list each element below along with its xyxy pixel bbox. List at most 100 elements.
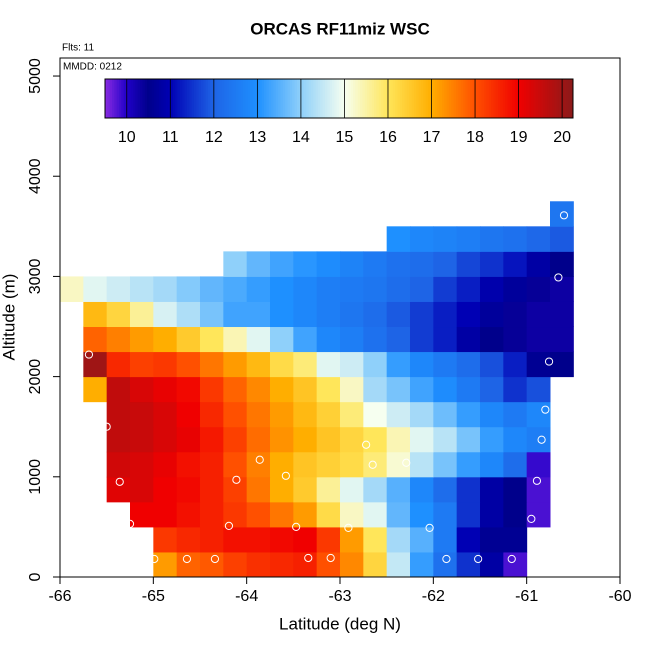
heat-cell bbox=[410, 426, 434, 453]
flight-point bbox=[232, 475, 241, 484]
colorbar-swatch bbox=[156, 79, 160, 118]
colorbar-swatch bbox=[233, 79, 237, 118]
x-tick-label: -65 bbox=[142, 588, 165, 605]
colorbar-swatch bbox=[149, 79, 153, 118]
colorbar-swatch bbox=[324, 79, 328, 118]
flight-point bbox=[115, 477, 124, 486]
flight-point bbox=[541, 405, 550, 414]
heat-cell bbox=[246, 301, 271, 328]
heat-cell bbox=[410, 301, 434, 328]
colorbar-swatch bbox=[200, 79, 204, 118]
heat-cell bbox=[316, 326, 341, 353]
heat-cell bbox=[106, 376, 131, 403]
colorbar-swatch bbox=[411, 79, 415, 118]
heat-cell bbox=[526, 501, 551, 528]
heat-cell bbox=[200, 476, 224, 503]
heat-cell bbox=[503, 401, 528, 428]
heat-cell bbox=[480, 301, 504, 328]
heat-cell bbox=[340, 526, 364, 553]
heat-cell bbox=[293, 426, 318, 453]
heat-cell bbox=[293, 376, 318, 403]
colorbar-swatch bbox=[109, 79, 113, 118]
heat-cell bbox=[200, 451, 224, 478]
colorbar-swatch bbox=[261, 79, 265, 118]
heat-cell bbox=[130, 351, 154, 378]
heat-cell bbox=[130, 426, 154, 453]
colorbar-swatch bbox=[170, 79, 174, 118]
heat-cell bbox=[503, 526, 528, 553]
colorbar-swatch bbox=[177, 79, 181, 118]
flight-point bbox=[537, 435, 546, 444]
colorbar-swatch bbox=[184, 79, 188, 118]
flight-point bbox=[281, 471, 290, 480]
heat-cell bbox=[200, 276, 224, 302]
heat-cell bbox=[363, 376, 388, 403]
heat-cell bbox=[316, 451, 341, 478]
colorbar-swatch bbox=[446, 79, 450, 118]
heat-cell bbox=[363, 551, 388, 578]
heat-cell bbox=[200, 501, 224, 528]
colorbar-swatch bbox=[294, 79, 298, 118]
heat-cell bbox=[456, 401, 481, 428]
heat-cell bbox=[526, 276, 551, 302]
heat-cell bbox=[246, 376, 271, 403]
colorbar-swatch bbox=[367, 79, 370, 118]
heat-cell bbox=[410, 526, 434, 553]
heat-cell bbox=[526, 226, 551, 252]
heat-cell bbox=[153, 426, 178, 453]
colorbar-swatch bbox=[313, 79, 316, 118]
heat-cell bbox=[480, 476, 504, 503]
colorbar-swatch bbox=[505, 79, 508, 118]
colorbar-swatch bbox=[154, 79, 157, 118]
colorbar-swatch bbox=[528, 79, 532, 118]
y-tick-label: 5000 bbox=[27, 58, 44, 94]
colorbar-swatch bbox=[399, 79, 403, 118]
colorbar-swatch bbox=[432, 79, 436, 118]
colorbar-swatch bbox=[540, 79, 543, 118]
heat-cell bbox=[503, 426, 528, 453]
heat-cell bbox=[293, 476, 318, 503]
colorbar-swatch bbox=[229, 79, 232, 118]
heat-cell bbox=[200, 526, 224, 553]
heat-cell bbox=[433, 451, 458, 478]
heat-cell bbox=[526, 326, 551, 353]
y-tick-label: 0 bbox=[27, 572, 44, 581]
colorbar-swatch bbox=[392, 79, 396, 118]
colorbar-swatch bbox=[128, 79, 132, 118]
heat-cell bbox=[83, 326, 108, 353]
heat-cell bbox=[223, 426, 248, 453]
colorbar-swatch bbox=[123, 79, 127, 118]
heat-cell bbox=[386, 501, 411, 528]
colorbar-swatch bbox=[420, 79, 424, 118]
colorbar-swatch bbox=[441, 79, 445, 118]
heat-cell bbox=[480, 526, 504, 553]
heat-cell bbox=[316, 276, 341, 302]
x-tick-label: -61 bbox=[515, 588, 538, 605]
colorbar-swatch bbox=[343, 79, 347, 118]
colorbar-swatch bbox=[514, 79, 518, 118]
heat-cell bbox=[246, 451, 271, 478]
heat-cell bbox=[83, 276, 108, 302]
colorbar-swatch bbox=[105, 79, 108, 118]
colorbar-swatch bbox=[484, 79, 487, 118]
colorbar-swatch bbox=[182, 79, 185, 118]
colorbar-swatch bbox=[144, 79, 148, 118]
colorbar-swatch bbox=[530, 79, 534, 118]
colorbar-swatch bbox=[488, 79, 492, 118]
heat-cell bbox=[480, 226, 504, 252]
colorbar-swatch bbox=[135, 79, 139, 118]
heat-cell bbox=[83, 301, 108, 328]
heat-cell bbox=[200, 401, 224, 428]
heat-cell bbox=[503, 301, 528, 328]
heat-cell bbox=[106, 476, 131, 503]
colorbar-swatch bbox=[219, 79, 223, 118]
heat-cell bbox=[386, 226, 411, 252]
flight-point bbox=[344, 523, 353, 533]
colorbar-tick-label: 11 bbox=[162, 129, 179, 146]
colorbar-swatch bbox=[329, 79, 333, 118]
heat-cell bbox=[176, 426, 201, 453]
flight-point bbox=[532, 476, 542, 485]
heat-cell bbox=[153, 551, 178, 578]
colorbar-swatch bbox=[526, 79, 529, 118]
colorbar-swatch bbox=[378, 79, 382, 118]
